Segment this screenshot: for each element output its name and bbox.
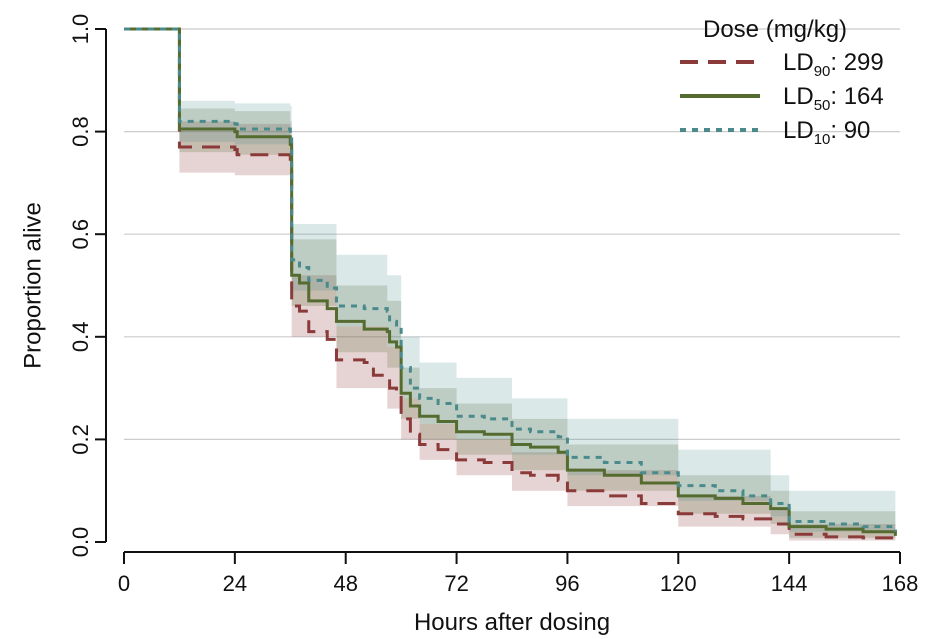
x-tick-label-2: 48 — [333, 571, 357, 596]
y-tick-label-4: 0.8 — [68, 116, 93, 147]
legend-label-50: LD50: 164 — [783, 83, 884, 114]
series-line-50 — [124, 27, 897, 536]
gridlines — [124, 28, 900, 440]
x-tick-label-1: 24 — [223, 571, 247, 596]
ci-band-90 — [124, 29, 896, 542]
y-tick-label-0: 0.0 — [68, 527, 93, 558]
x-tick-label-5: 120 — [660, 571, 697, 596]
legend-label-10: LD10: 90 — [783, 117, 870, 148]
x-tick-label-4: 96 — [555, 571, 579, 596]
x-tick-label-0: 0 — [118, 571, 130, 596]
axes: 0.0 0.2 0.4 0.6 0.8 1.0 0 24 48 72 96 120 144 168 — [68, 14, 919, 596]
x-tick-label-3: 72 — [444, 571, 468, 596]
y-axis-title: Proportion alive — [19, 202, 46, 369]
confidence-bands — [124, 29, 896, 542]
legend-title: Dose (mg/kg) — [703, 16, 847, 43]
series-line-90 — [124, 27, 897, 540]
y-tick-label-2: 0.4 — [68, 322, 93, 353]
y-tick-label-3: 0.6 — [68, 219, 93, 250]
legend-label-90: LD90: 299 — [783, 49, 884, 80]
ci-band-50 — [124, 29, 896, 542]
x-tick-label-6: 144 — [771, 571, 808, 596]
x-tick-label-7: 168 — [882, 571, 919, 596]
series-line-10 — [124, 27, 897, 532]
y-tick-label-5: 1.0 — [68, 14, 93, 45]
series-lines — [124, 27, 897, 540]
y-tick-label-1: 0.2 — [68, 424, 93, 455]
x-axis-title: Hours after dosing — [414, 609, 610, 636]
